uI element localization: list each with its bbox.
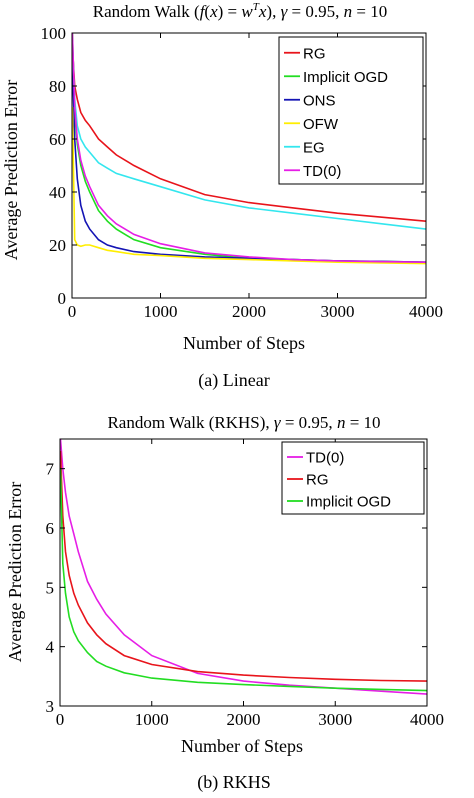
x-tick-label: 2000 bbox=[232, 302, 266, 321]
chart-a-y-axis-label: Average Prediction Error bbox=[1, 80, 21, 261]
y-tick-label: 60 bbox=[49, 130, 66, 149]
x-tick-label: 4000 bbox=[410, 710, 444, 729]
caption-rkhs: (b) RKHS bbox=[197, 772, 271, 793]
x-tick-label: 3000 bbox=[321, 302, 355, 321]
y-tick-label: 100 bbox=[41, 24, 67, 43]
chart-rkhs: Random Walk (RKHS), γ = 0.95, n = 10 0 10… bbox=[5, 413, 444, 756]
y-tick-label: 4 bbox=[46, 638, 55, 657]
legend-label-2: Implicit OGD bbox=[306, 494, 391, 511]
chart-a-title: Random Walk (f(x) = wTx), γ = 0.95, n = … bbox=[93, 1, 387, 21]
y-tick-label: 5 bbox=[46, 578, 55, 597]
x-tick-label: 1000 bbox=[135, 710, 169, 729]
series-line-5 bbox=[72, 33, 426, 263]
series-line-0 bbox=[72, 46, 426, 222]
legend-label-1: RG bbox=[306, 472, 329, 489]
legend-label-4: EG bbox=[303, 139, 325, 156]
series-line-4 bbox=[72, 40, 426, 230]
chart-a-x-axis-label: Number of Steps bbox=[183, 333, 305, 353]
legend-label-3: OFW bbox=[303, 116, 339, 133]
chart-b-y-axis-label: Average Prediction Error bbox=[5, 482, 25, 663]
legend: TD(0) RG Implicit OGD bbox=[281, 441, 425, 515]
legend: RG Implicit OGD ONS OFW EG TD(0) bbox=[278, 36, 424, 185]
y-tick-label: 0 bbox=[58, 289, 67, 308]
y-tick-label: 7 bbox=[46, 460, 55, 479]
y-tick-label: 80 bbox=[49, 77, 66, 96]
series-line-3 bbox=[72, 107, 426, 265]
chart-b-x-axis-label: Number of Steps bbox=[181, 736, 303, 756]
legend-label-0: TD(0) bbox=[306, 450, 344, 467]
series-line-1 bbox=[60, 450, 427, 682]
legend-label-5: TD(0) bbox=[303, 163, 341, 180]
y-tick-label: 3 bbox=[46, 697, 55, 716]
x-tick-label: 1000 bbox=[144, 302, 178, 321]
x-tick-label: 0 bbox=[68, 302, 77, 321]
caption-linear: (a) Linear bbox=[198, 370, 269, 391]
series-line-2 bbox=[60, 468, 427, 692]
chart-b-title: Random Walk (RKHS), γ = 0.95, n = 10 bbox=[107, 413, 380, 432]
x-tick-label: 0 bbox=[56, 710, 65, 729]
y-tick-label: 20 bbox=[49, 236, 66, 255]
legend-box bbox=[281, 441, 425, 515]
y-tick-label: 40 bbox=[49, 183, 66, 202]
legend-label-0: RG bbox=[303, 45, 326, 62]
chart-b-plot-area: 0 1000 2000 3000 4000 3 4 5 6 7 TD(0) RG Implicit OG… bbox=[46, 438, 444, 729]
y-tick-label: 6 bbox=[46, 519, 55, 538]
x-tick-label: 2000 bbox=[227, 710, 261, 729]
chart-a-plot-area: 0 1000 2000 3000 4000 0 20 40 60 80 100 RG Implicit … bbox=[41, 24, 444, 321]
legend-label-1: Implicit OGD bbox=[303, 69, 388, 86]
legend-box bbox=[278, 36, 424, 185]
chart-linear: Random Walk (f(x) = wTx), γ = 0.95, n = … bbox=[1, 1, 443, 353]
legend-label-2: ONS bbox=[303, 92, 336, 109]
x-tick-label: 3000 bbox=[318, 710, 352, 729]
x-tick-label: 4000 bbox=[409, 302, 443, 321]
